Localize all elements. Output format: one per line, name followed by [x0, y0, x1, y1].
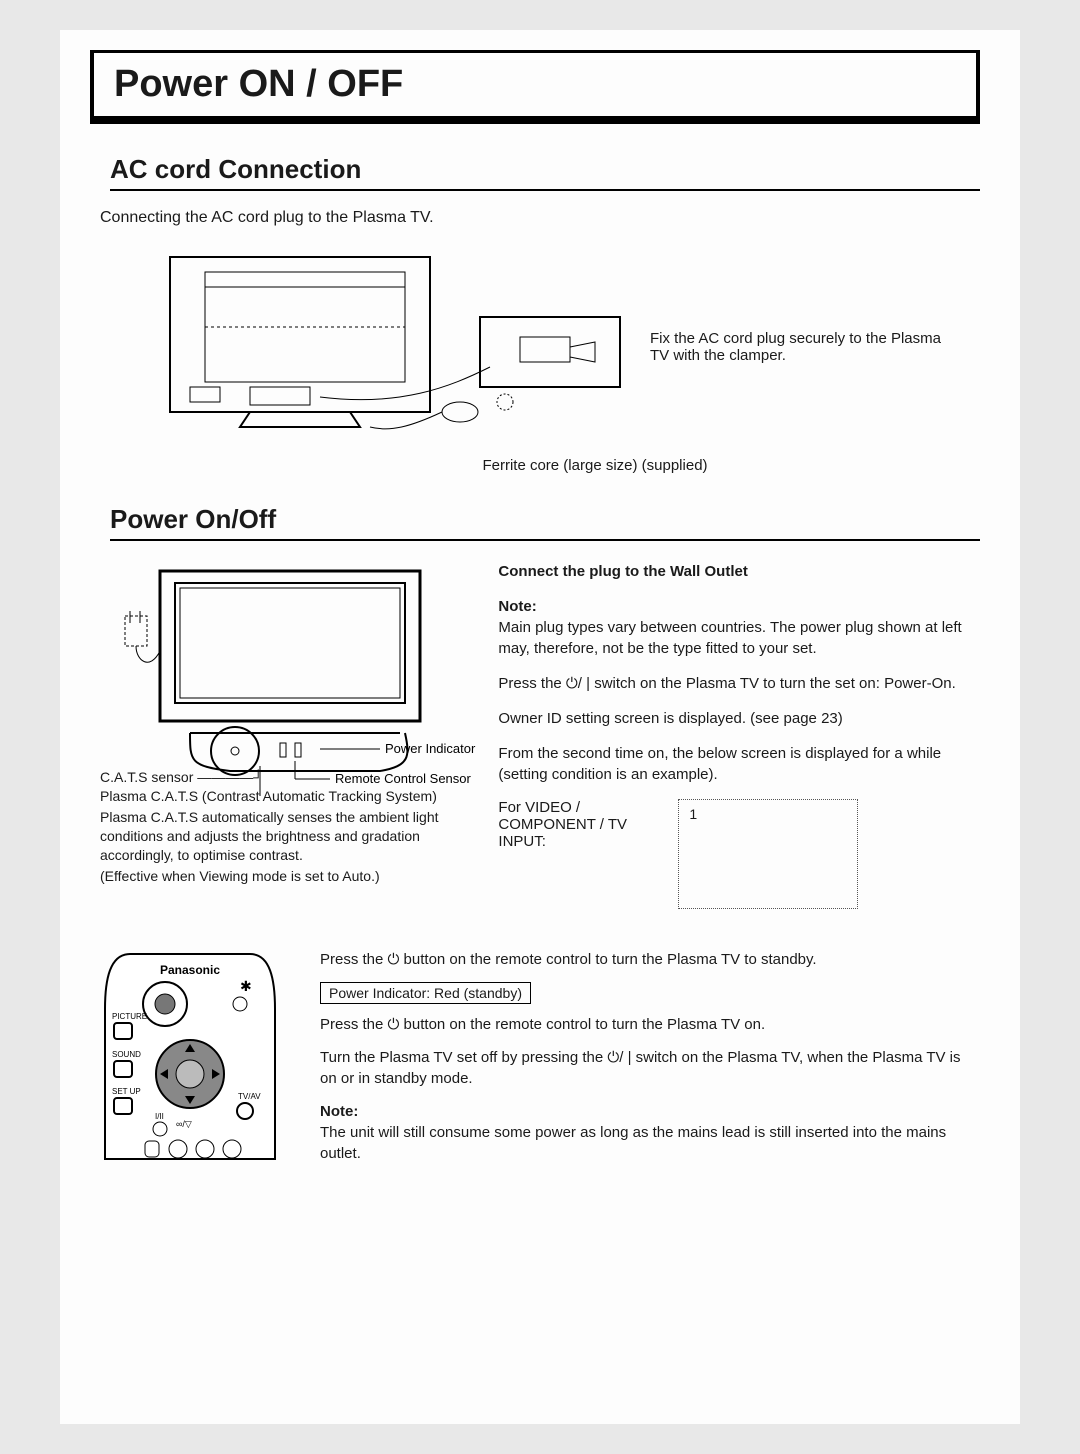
svg-text:Remote Control Sensor: Remote Control Sensor [335, 771, 472, 786]
note-label-1: Note: [498, 598, 536, 615]
clamper-caption: Fix the AC cord plug securely to the Pla… [650, 330, 950, 364]
note-body-2: The unit will still consume some power a… [320, 1124, 946, 1162]
tv-back-diagram [150, 247, 630, 447]
input-example-row: For VIDEO / COMPONENT / TV INPUT: 1 [498, 799, 980, 909]
power-right-col: Connect the plug to the Wall Outlet Note… [498, 561, 980, 909]
press-switch-text: Press the ⏻/ | switch on the Plasma TV t… [498, 673, 980, 694]
power-left-col: Power Indicator Remote Control Sensor C.… [90, 561, 468, 909]
svg-text:PICTURE: PICTURE [112, 1012, 147, 1021]
ac-cord-intro: Connecting the AC cord plug to the Plasm… [100, 209, 980, 227]
remote-control-diagram: Panasonic ✱ PICTURE SOUND SET UP [90, 949, 290, 1169]
page-title: Power ON / OFF [114, 63, 956, 106]
remote-line2: Press the ⏻ button on the remote control… [320, 1014, 980, 1035]
svg-text:I/II: I/II [155, 1112, 164, 1121]
remote-brand: Panasonic [160, 963, 220, 977]
svg-text:✱: ✱ [240, 978, 252, 994]
tv-front-diagram: Power Indicator Remote Control Sensor [120, 561, 420, 761]
power-indicator-status: Power Indicator: Red (standby) [320, 982, 531, 1004]
ac-cord-diagram-row: Fix the AC cord plug securely to the Pla… [150, 247, 980, 447]
power-onoff-columns: Power Indicator Remote Control Sensor C.… [90, 561, 980, 909]
note-body-1: Main plug types vary between countries. … [498, 619, 961, 657]
ferrite-caption: Ferrite core (large size) (supplied) [210, 457, 980, 474]
svg-text:TV/AV: TV/AV [238, 1092, 261, 1101]
connect-plug-heading: Connect the plug to the Wall Outlet [498, 561, 980, 582]
svg-text:SET UP: SET UP [112, 1087, 141, 1096]
manual-page: Power ON / OFF AC cord Connection Connec… [60, 30, 1020, 1424]
section-ac-cord-heading: AC cord Connection [110, 154, 980, 191]
remote-text-block: Press the ⏻ button on the remote control… [320, 949, 980, 1176]
remote-line1: Press the ⏻ button on the remote control… [320, 949, 980, 970]
input-label: For VIDEO / COMPONENT / TV INPUT: [498, 799, 648, 850]
section-power-heading: Power On/Off [110, 504, 980, 541]
second-time-text: From the second time on, the below scree… [498, 743, 980, 785]
input-display-box: 1 [678, 799, 858, 909]
note-label-2: Note: [320, 1103, 358, 1120]
svg-text:SOUND: SOUND [112, 1050, 141, 1059]
power-indicator-label-svg: Power Indicator [385, 741, 476, 756]
cats-note: (Effective when Viewing mode is set to A… [100, 867, 468, 886]
input-value: 1 [689, 806, 697, 822]
page-title-box: Power ON / OFF [90, 50, 980, 124]
remote-line3: Turn the Plasma TV set off by pressing t… [320, 1047, 980, 1089]
remote-row: Panasonic ✱ PICTURE SOUND SET UP [90, 949, 980, 1176]
svg-text:∞/▽: ∞/▽ [176, 1119, 192, 1129]
owner-id-text: Owner ID setting screen is displayed. (s… [498, 708, 980, 729]
